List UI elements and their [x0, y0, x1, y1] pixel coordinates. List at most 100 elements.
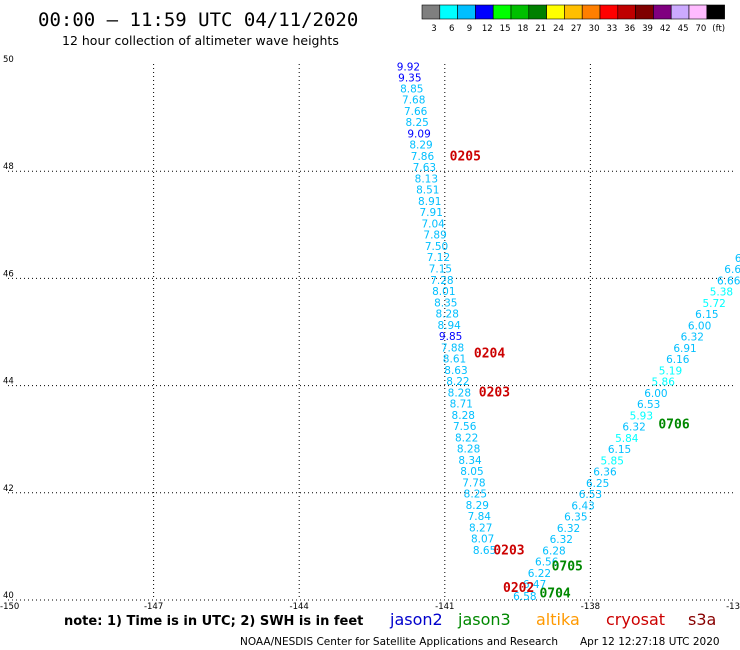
- swh-value: 6.15: [608, 444, 631, 456]
- swh-value: 7.28: [430, 275, 453, 287]
- swh-value: 6.28: [542, 545, 565, 557]
- colorbar-swatch: [688, 4, 708, 20]
- swh-value: 6.58: [513, 591, 536, 603]
- x-tick-label: -138: [581, 602, 600, 612]
- y-axis-ticks: 40 42 44 46 48 50: [3, 55, 14, 601]
- swh-value: 8.85: [400, 83, 423, 95]
- swh-value: 8.35: [434, 297, 457, 309]
- swh-value: 6.91: [673, 343, 696, 355]
- colorbar-label: 70: [695, 24, 706, 34]
- swh-value: 8.29: [466, 500, 489, 512]
- swh-value: 9.85: [439, 331, 462, 343]
- swh-value: 5.85: [601, 455, 624, 467]
- swh-value: 5.86: [652, 377, 676, 389]
- swh-value: 8.28: [457, 444, 480, 456]
- swh-value: 8.91: [418, 196, 441, 208]
- swh-value: 8.51: [416, 185, 439, 197]
- colorbar-swatch: [528, 4, 547, 20]
- swh-value: 6.00: [644, 388, 667, 400]
- pass-label: 0202: [503, 581, 534, 596]
- swh-value: 8.63: [444, 365, 467, 377]
- pass-label: 0203: [479, 385, 510, 400]
- swh-value: 8.25: [405, 117, 428, 129]
- y-tick-label: 42: [3, 484, 14, 494]
- swh-value: 7.50: [425, 241, 448, 253]
- swh-value: 6.22: [528, 568, 551, 580]
- colorbar-label: 42: [660, 24, 671, 34]
- swh-value: 8.01: [432, 286, 455, 298]
- pass-label: 0204: [474, 347, 505, 362]
- swh-value: 8.94: [437, 320, 461, 332]
- swh-value: 8.27: [469, 522, 492, 534]
- colorbar-label: 33: [606, 24, 617, 34]
- swh-value: 5.19: [659, 365, 682, 377]
- x-tick-label: -141: [435, 602, 454, 612]
- swh-value: 8.28: [436, 309, 459, 321]
- colorbar-swatch: [439, 4, 458, 20]
- swh-value: 8.34: [458, 455, 482, 467]
- swh-value: 8.61: [443, 354, 466, 366]
- colorbar-label: 9: [467, 24, 472, 34]
- colorbar-label: 6: [449, 24, 454, 34]
- pass-label: 0705: [552, 560, 583, 575]
- pass-label: 0706: [658, 417, 689, 432]
- swh-value: 6.32: [557, 523, 580, 535]
- swh-value: 6.25: [586, 478, 609, 490]
- y-tick-label: 44: [3, 377, 14, 387]
- swh-value: 6.32: [550, 534, 573, 546]
- colorbar-swatch: [599, 4, 619, 20]
- colorbar-label: 30: [589, 24, 600, 34]
- swh-value: 7.68: [402, 95, 425, 107]
- swh-value: 8.05: [460, 466, 483, 478]
- pass-label: 0203: [493, 543, 524, 558]
- colorbar-label: 18: [517, 24, 528, 34]
- footer-note: note: 1) Time is in UTC; 2) SWH is in fe…: [64, 614, 363, 629]
- pass-label: 0205: [450, 149, 481, 164]
- chart-grid: [8, 64, 736, 601]
- swh-value: 8.29: [409, 140, 432, 152]
- swh-value: 7.89: [423, 230, 446, 242]
- swh-value: 6.35: [564, 512, 587, 524]
- colorbar-swatch: [617, 4, 636, 20]
- swh-value: 8.25: [464, 489, 487, 501]
- swh-value: 9.92: [397, 61, 420, 73]
- satellite-label: jason3: [457, 610, 511, 629]
- swh-value: 6.60: [724, 264, 740, 276]
- swh-value: 6.53: [637, 399, 660, 411]
- swh-value: 5.84: [615, 433, 639, 445]
- swh-value: 7.56: [453, 421, 477, 433]
- swh-value: 9.35: [398, 73, 421, 85]
- colorbar-swatch: [564, 4, 583, 20]
- swh-value: 7.91: [420, 207, 443, 219]
- colorbar-swatch: [706, 4, 725, 20]
- x-tick-label: -150: [0, 602, 19, 612]
- pass-label: 0704: [539, 586, 570, 601]
- colorbar-label: 36: [624, 24, 635, 34]
- swh-value: 7.78: [462, 477, 485, 489]
- colorbar-label: 45: [678, 24, 689, 34]
- swh-value: 7.04: [421, 218, 445, 230]
- colorbar-swatch: [670, 4, 690, 20]
- swh-value: 6.53: [579, 489, 602, 501]
- swh-value: 8.22: [446, 376, 469, 388]
- swh-value: 6.7: [735, 253, 740, 265]
- swh-value: 7.84: [468, 511, 492, 523]
- swh-value: 7.15: [429, 264, 452, 276]
- colorbar-swatch: [457, 4, 476, 20]
- swh-value: 6.32: [622, 422, 645, 434]
- swh-value: 7.12: [427, 252, 450, 264]
- pass-labels: 0205 0204 0203 0706 0705 0704 0203 0202: [450, 149, 690, 601]
- colorbar-swatch: [581, 4, 601, 20]
- swh-value: 5.72: [702, 298, 725, 310]
- swh-value: 6.66: [717, 275, 740, 287]
- swh-value: 6.00: [688, 320, 711, 332]
- colorbar-swatch: [635, 4, 654, 20]
- swh-value: 9.09: [407, 128, 430, 140]
- swh-value: 8.28: [448, 387, 471, 399]
- x-axis-ticks: -150 -147 -144 -141 -138 -13: [0, 602, 740, 612]
- x-tick-label: -147: [144, 602, 163, 612]
- colorbar-label: 3: [431, 24, 436, 34]
- colorbar-swatch: [546, 4, 565, 20]
- colorbar-label: (ft): [712, 24, 725, 34]
